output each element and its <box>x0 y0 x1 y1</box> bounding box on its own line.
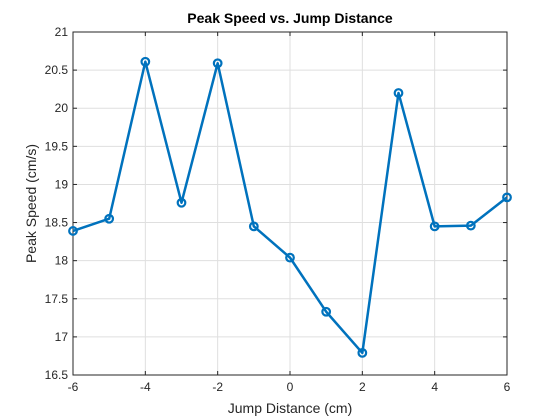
data-point <box>321 306 332 317</box>
ticks: -6 -4 -2 0 2 4 6 16.5 17 17.5 18 18.5 19 19.5 20 20.5 21 <box>45 25 511 394</box>
y-tick-label: 21 <box>55 25 69 39</box>
series-line <box>72 60 508 355</box>
chart-title: Peak Speed vs. Jump Distance <box>187 10 393 26</box>
x-tick-label: -6 <box>68 380 79 394</box>
data-point <box>248 221 259 232</box>
y-tick-label: 17.5 <box>45 292 69 306</box>
data-point <box>68 226 78 236</box>
y-tick-label: 19.5 <box>45 139 69 153</box>
x-tick-label: 6 <box>504 380 511 394</box>
data-point <box>357 347 368 358</box>
data-point <box>429 221 440 232</box>
y-tick-label: 17 <box>55 330 69 344</box>
data-point <box>465 220 476 231</box>
data-point <box>212 58 223 69</box>
x-axis-label: Jump Distance (cm) <box>228 400 352 416</box>
y-tick-label: 20 <box>55 101 69 115</box>
y-tick-label: 18.5 <box>45 216 69 230</box>
x-tick-label: 4 <box>431 380 438 394</box>
data-point <box>104 213 115 224</box>
y-tick-label: 18 <box>55 254 69 268</box>
data-point <box>502 192 512 203</box>
x-tick-label: 2 <box>359 380 366 394</box>
y-tick-label: 16.5 <box>45 368 69 382</box>
x-tick-label: 0 <box>287 380 294 394</box>
series-layer <box>68 56 512 358</box>
data-point <box>393 88 404 98</box>
y-tick-label: 20.5 <box>45 63 69 77</box>
data-point <box>176 197 187 208</box>
x-tick-label: -2 <box>212 380 223 394</box>
data-point <box>140 56 151 67</box>
y-axis-label: Peak Speed (cm/s) <box>23 144 39 263</box>
y-tick-label: 19 <box>55 177 69 191</box>
data-point <box>285 252 295 263</box>
x-tick-label: -4 <box>140 380 151 394</box>
